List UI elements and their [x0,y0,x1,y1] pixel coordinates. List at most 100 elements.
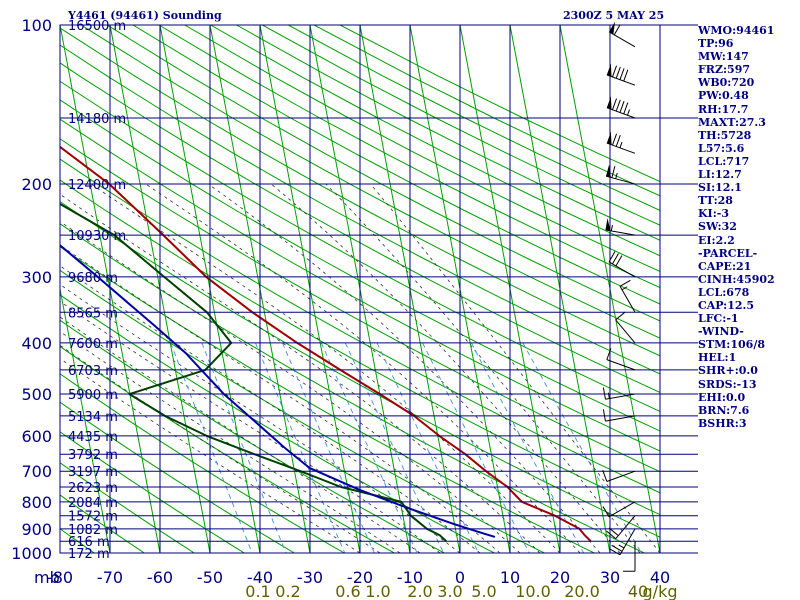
wind-barb [619,279,636,313]
pressure-tick-label: 100 [21,16,52,35]
wind-barb [602,387,636,400]
dry-adiabat-line [60,431,246,553]
moist-adiabat-line [270,183,621,553]
sounding-datetime: 2300Z 5 MAY 25 [563,9,665,22]
height-label: 7600 m [68,337,118,352]
mixing-ratio-labels: 0.1 0.2 0.6 1.0 2.0 3.0 5.0 10.0 20.0 40g/kg [245,582,677,600]
height-label: 3792 m [68,448,118,463]
temperature-tick-label: -10 [397,568,423,587]
dry-adiabat-line [60,158,660,494]
dry-adiabat-line [106,25,660,322]
index-item: SI:12.1 [698,181,742,195]
moist-adiabat-line [60,244,501,553]
index-item: MAXT:27.3 [698,115,766,129]
index-item: RH:17.7 [698,102,749,116]
wind-barb [606,96,636,119]
wind-barb [605,218,636,236]
pressure-unit-label: mb [34,568,60,587]
wind-barb [606,131,636,154]
wind-barb [602,470,636,482]
height-label: 1082 m [68,523,118,538]
height-label: 1572 m [68,510,118,525]
dry-adiabat-line [60,44,660,375]
indices-panel: WMO:94461 TP:96 MW:147 FRZ:597 WB0:720 PW:0.4… [698,24,775,430]
moist-adiabat-line [325,183,641,553]
pressure-tick-label: 700 [21,462,52,481]
height-label: 6703 m [68,364,118,379]
dry-adiabat-line [60,99,660,432]
height-labels: 16500 m 14180 m 12400 m 10930 m 9680 m 8565 m… [68,19,126,562]
index-item: TH:5728 [698,128,752,142]
temperature-tick-label: -20 [347,568,373,587]
mixing-ratio-line [201,342,287,553]
dewpoint-line [60,202,447,542]
index-item: L57:5.6 [698,141,745,155]
vertical-grid [59,25,661,553]
temperature-tick-label: -80 [47,568,73,587]
index-item: FRZ:597 [698,63,751,77]
isobars [60,24,698,554]
temperature-tick-label: 40 [650,568,670,587]
mixing-ratio-line [255,342,346,553]
temperature-tick-label: 20 [550,568,570,587]
temperature-axis-labels: -80 -70 -60 -50 -40 -30 -20 -10 0 10 20 30 40 [47,568,670,587]
plot-area [0,25,660,553]
index-item: LCL:717 [698,154,750,168]
mixing-ratio-line [170,342,253,553]
isotherm-line [60,286,111,553]
height-label: 9680 m [68,271,118,286]
mixing-ratio-label: 0.2 [275,582,300,600]
index-item: STM:106/8 [698,338,765,352]
mixing-ratio-line [422,342,530,553]
wind-barb [602,501,636,518]
dry-adiabat-line [80,25,660,339]
dry-adiabat-line [60,294,496,553]
index-item: SW:32 [698,220,737,234]
index-item: SHR+:0.0 [698,364,758,378]
dry-adiabat-line [60,138,660,473]
dry-adiabat-line [60,373,346,553]
mixing-ratio-label: 40 [628,582,648,600]
index-item: BSHR:3 [698,416,747,430]
isotherm-line [0,25,10,553]
height-label: 5900 m [68,388,118,403]
sounding-title: Y4461 (94461) Sounding [68,9,222,22]
mixing-ratio-label: 2.0 [407,582,432,600]
height-label: 14180 m [68,112,126,127]
height-label: 616 m [68,535,110,550]
pressure-tick-label: 600 [21,427,52,446]
index-item: LI:12.7 [698,168,742,182]
index-item: CAPE:21 [698,259,752,273]
wind-barb [602,409,636,422]
height-label: 10930 m [68,229,126,244]
pressure-tick-label: 800 [21,493,52,512]
dry-adiabat-line [210,25,660,257]
pressure-tick-label: 400 [21,334,52,353]
index-item: -WIND- [698,325,744,339]
index-item: LFC:-1 [698,312,739,326]
index-item: TP:96 [698,37,734,51]
mixing-ratio-label: 20.0 [564,582,600,600]
pressure-tick-label: 300 [21,268,52,287]
wind-barb [606,348,636,371]
mixing-ratio-label: 0.1 [245,582,270,600]
wind-barb [606,63,636,86]
pressure-tick-label: 1000 [11,544,52,563]
mixing-ratio-label: 5.0 [471,582,496,600]
parcel-trace-line [60,243,496,538]
height-label: 8565 m [68,306,118,321]
mixing-ratio-line [470,342,585,553]
mixing-ratio-line [282,342,375,553]
mixing-ratio-label: 3.0 [437,582,462,600]
mixing-ratio-lines [170,342,642,553]
index-item: EI:2.2 [698,233,735,247]
index-item: PW:0.48 [698,89,749,103]
height-label: 12400 m [68,178,126,193]
dry-adiabat-line [60,345,396,553]
index-item: CAP:12.5 [698,298,755,312]
temperature-tick-label: -50 [197,568,223,587]
index-item: EHI:0.0 [698,390,746,404]
mixing-ratio-label: 0.6 [335,582,360,600]
mixing-ratio-line [344,342,445,553]
